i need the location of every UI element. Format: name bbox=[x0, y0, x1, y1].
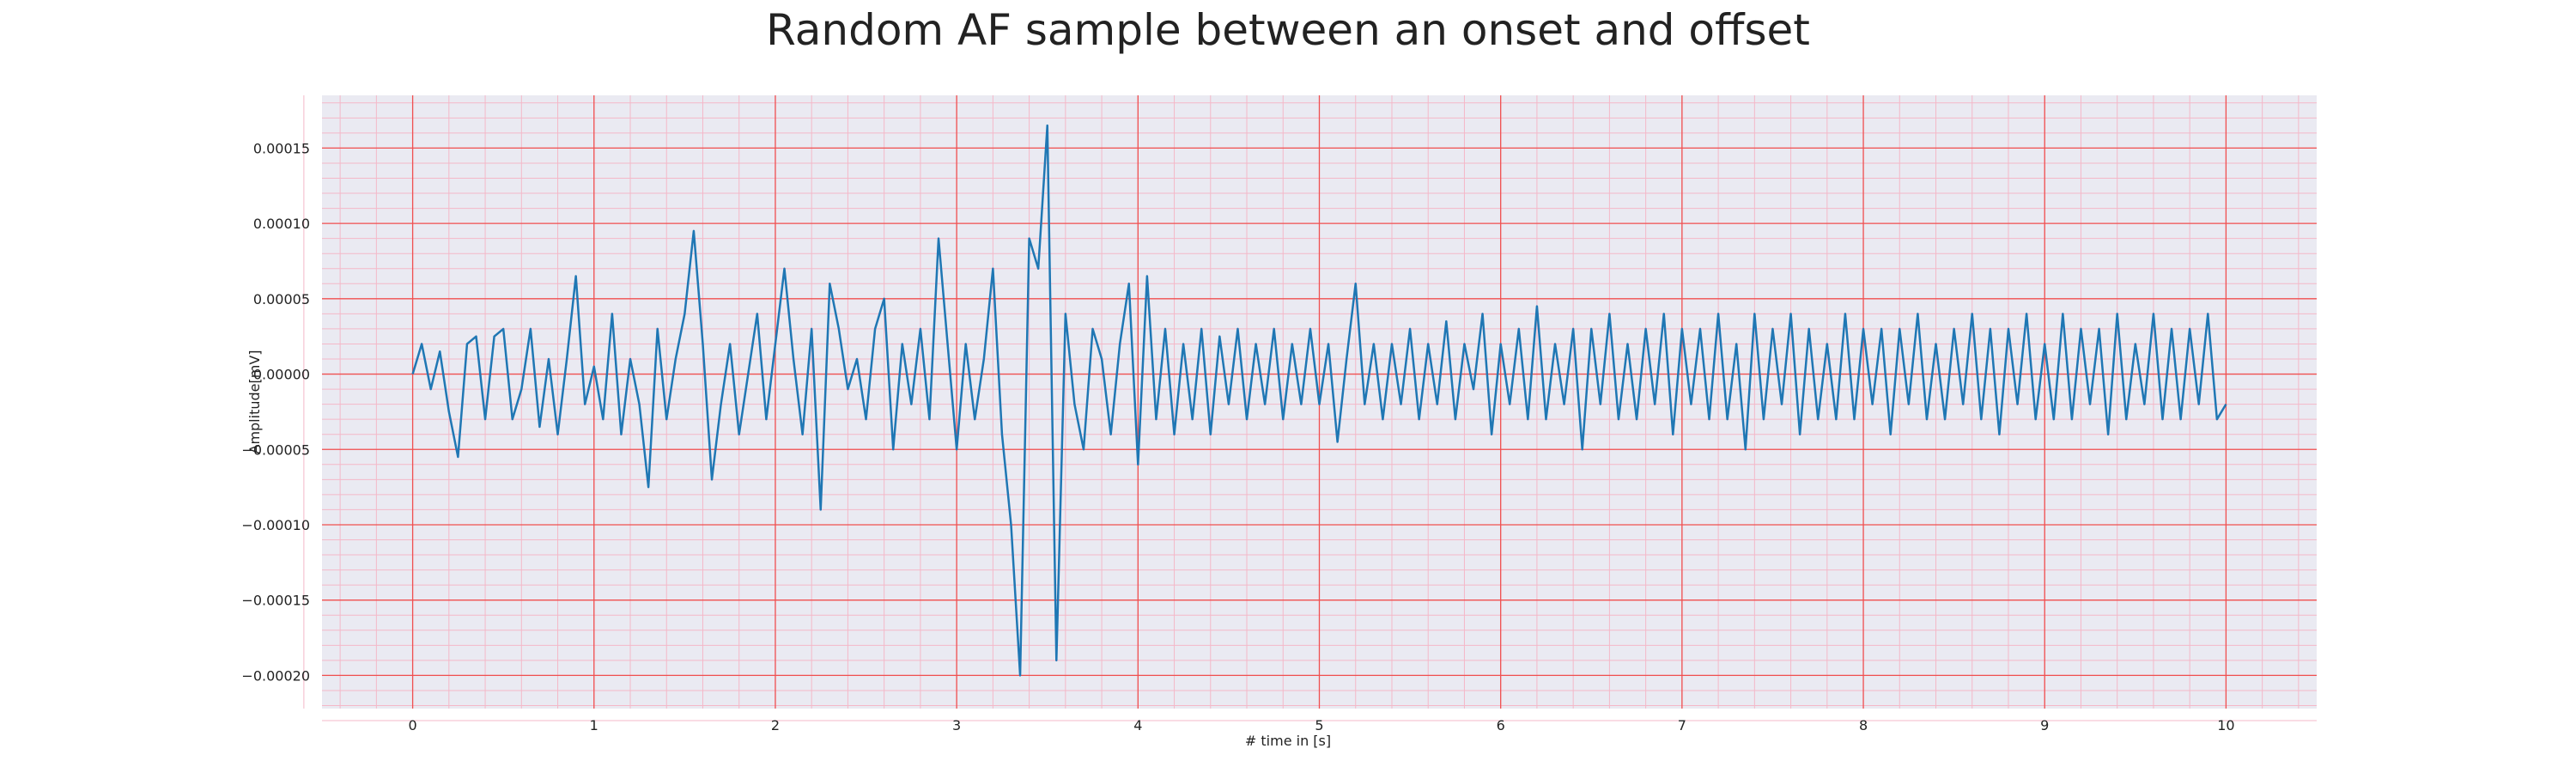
y-tick-label: 0.00000 bbox=[253, 367, 310, 383]
x-tick-label: 1 bbox=[590, 717, 598, 733]
x-tick-label: 4 bbox=[1133, 717, 1142, 733]
y-tick-label: 0.00010 bbox=[253, 216, 310, 232]
x-tick-label: 5 bbox=[1315, 717, 1323, 733]
y-axis-label: Amplitude[mV] bbox=[246, 350, 263, 453]
y-tick-label: 0.00015 bbox=[253, 140, 310, 156]
x-tick-label: 6 bbox=[1497, 717, 1505, 733]
x-tick-label: 10 bbox=[2217, 717, 2234, 733]
x-axis-label: # time in [s] bbox=[1245, 733, 1331, 749]
x-tick-label: 0 bbox=[408, 717, 416, 733]
y-tick-label: −0.00010 bbox=[241, 517, 310, 533]
y-tick-label: −0.00020 bbox=[241, 667, 310, 684]
x-tick-label: 7 bbox=[1678, 717, 1686, 733]
x-tick-label: 3 bbox=[952, 717, 961, 733]
x-tick-label: 2 bbox=[771, 717, 780, 733]
x-tick-label: 8 bbox=[1859, 717, 1868, 733]
y-tick-label: −0.00015 bbox=[241, 593, 310, 609]
chart-title: Random AF sample between an onset and of… bbox=[766, 5, 1810, 55]
signal-line bbox=[411, 124, 2227, 677]
y-tick-label: −0.00005 bbox=[241, 441, 310, 458]
y-tick-label: 0.00005 bbox=[253, 291, 310, 307]
x-tick-label: 9 bbox=[2040, 717, 2049, 733]
